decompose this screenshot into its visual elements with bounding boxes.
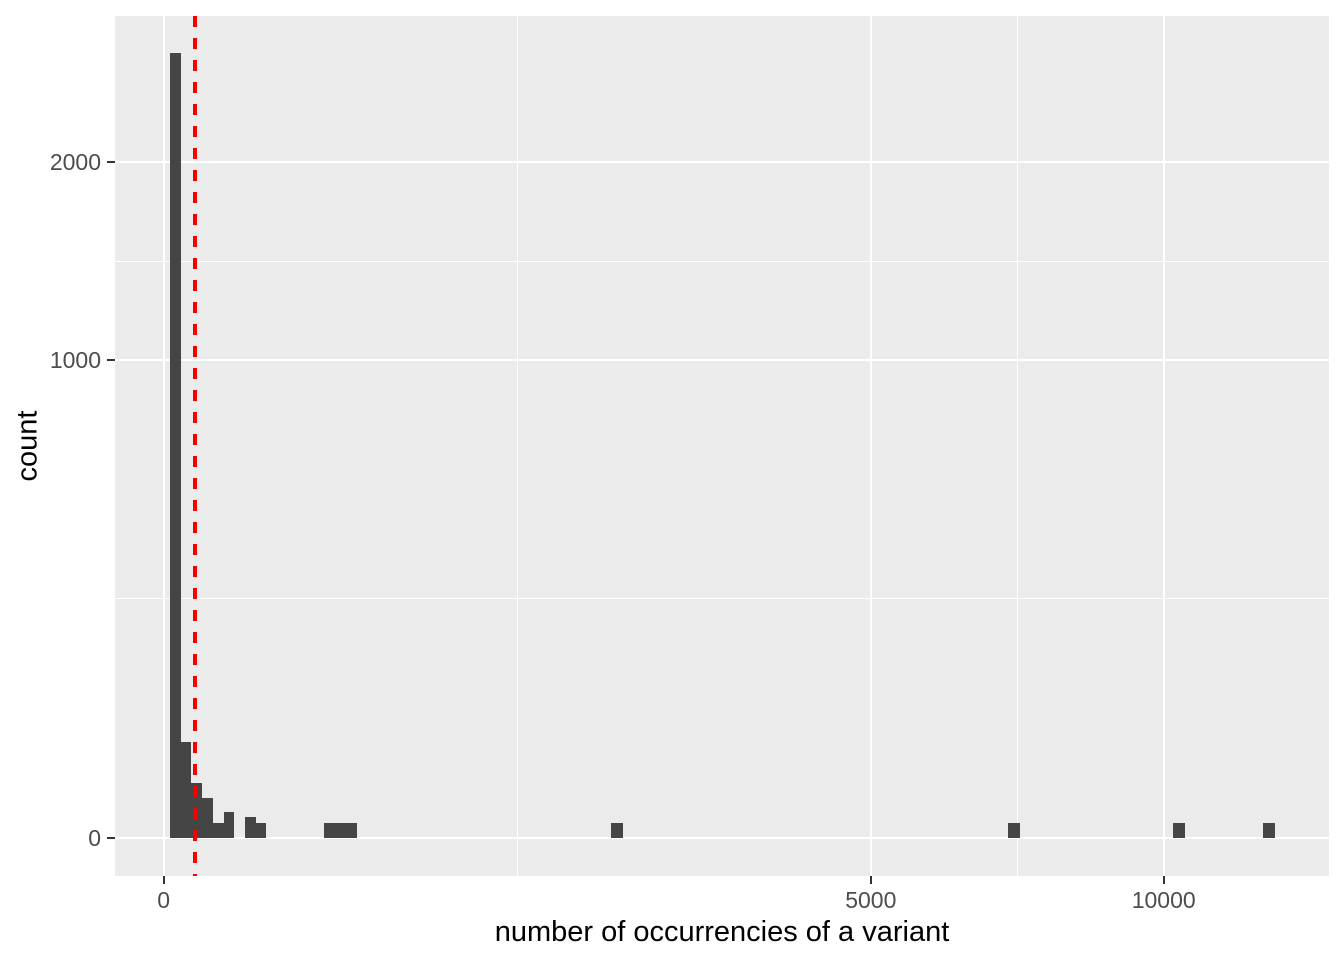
histogram-bar — [611, 822, 623, 838]
y-tick-label: 1000 — [49, 346, 101, 373]
x-axis-title: number of occurrencies of a variant — [494, 916, 950, 948]
y-major-gridline — [115, 837, 1329, 839]
x-major-gridline — [869, 16, 872, 876]
x-tick-label: 10000 — [1131, 887, 1196, 913]
x-major-gridline — [162, 16, 165, 876]
y-major-gridline — [115, 160, 1329, 163]
x-major-gridline — [1162, 16, 1165, 876]
y-axis-title-text: count — [11, 410, 44, 482]
y-tick-mark — [107, 358, 115, 361]
histogram-bar — [212, 822, 224, 838]
x-tick-mark — [162, 876, 165, 884]
y-tick-mark — [107, 837, 115, 839]
x-minor-gridline — [1016, 16, 1018, 876]
histogram-bar — [1262, 822, 1275, 838]
y-tick-mark — [107, 160, 115, 163]
y-tick-label: 2000 — [49, 148, 101, 175]
x-tick-mark — [1162, 876, 1165, 884]
y-tick-label: 0 — [88, 825, 101, 851]
threshold-line — [193, 16, 198, 876]
histogram-bar — [244, 816, 256, 838]
x-tick-label: 5000 — [845, 887, 897, 913]
histogram-bar — [324, 822, 358, 838]
x-tick-label: 0 — [157, 887, 171, 913]
histogram-bar — [1008, 822, 1020, 838]
histogram-bar — [255, 822, 267, 838]
x-minor-gridline — [516, 16, 518, 876]
y-minor-gridline — [115, 598, 1329, 600]
y-minor-gridline — [115, 260, 1329, 262]
x-tick-mark — [869, 876, 872, 884]
y-major-gridline — [115, 358, 1329, 361]
grid-layer — [115, 16, 1329, 876]
histogram-bar — [180, 742, 192, 838]
histogram-bar — [202, 798, 213, 838]
bars-layer — [115, 16, 1329, 876]
plot-panel — [115, 16, 1329, 876]
histogram-bar — [223, 811, 235, 838]
histogram-bar — [170, 52, 181, 838]
histogram-bar — [1173, 822, 1185, 838]
